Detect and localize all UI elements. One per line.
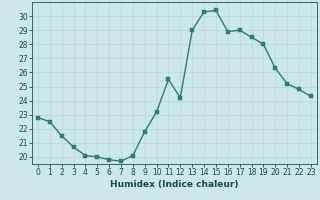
X-axis label: Humidex (Indice chaleur): Humidex (Indice chaleur)	[110, 180, 239, 189]
